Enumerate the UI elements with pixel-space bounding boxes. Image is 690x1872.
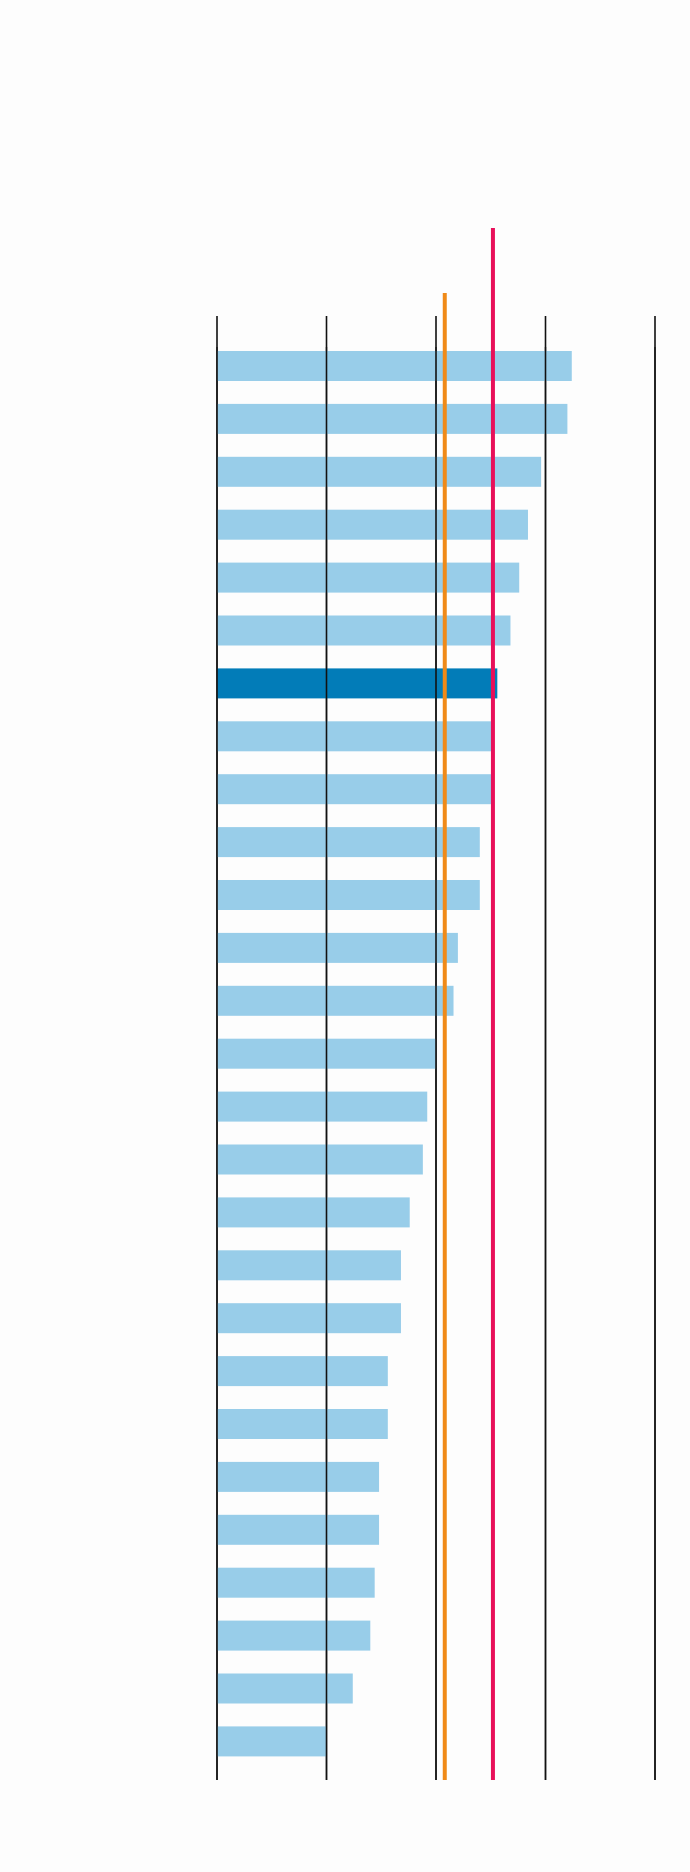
bar-14	[217, 1091, 428, 1122]
bar-5	[217, 615, 511, 646]
bar-15	[217, 1144, 423, 1175]
bar-2	[217, 456, 542, 487]
bar-22	[217, 1514, 380, 1545]
reference-lines	[442, 228, 495, 1780]
bar-18	[217, 1303, 401, 1334]
bar-1	[217, 403, 568, 434]
bar-25	[217, 1673, 353, 1704]
bar-9	[217, 827, 480, 858]
bar-26	[217, 1726, 327, 1757]
bar-23	[217, 1567, 375, 1598]
bar-highlighted	[217, 668, 498, 699]
bar-4	[217, 562, 520, 593]
bar-19	[217, 1356, 388, 1387]
bar-8	[217, 774, 493, 805]
bar-20	[217, 1409, 388, 1439]
bar-21	[217, 1461, 380, 1492]
bar-11	[217, 932, 458, 963]
bar-16	[217, 1197, 410, 1228]
bar-3	[217, 509, 528, 540]
bar-0	[217, 351, 572, 381]
bar-7	[217, 721, 493, 752]
bar-10	[217, 880, 480, 910]
bar-12	[217, 985, 454, 1016]
bar-24	[217, 1620, 371, 1651]
bar-17	[217, 1250, 401, 1281]
bars	[216, 347, 656, 1780]
